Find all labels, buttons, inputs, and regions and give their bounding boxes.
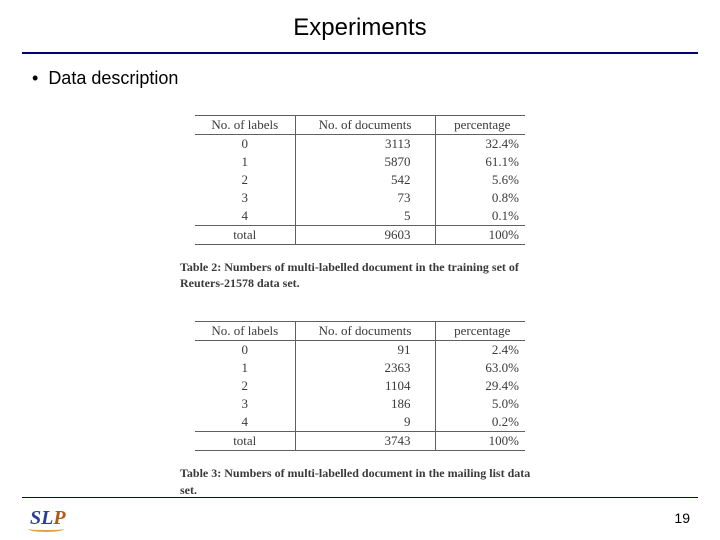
table-3-caption: Table 3: Numbers of multi-labelled docum… — [180, 465, 540, 497]
table-row: 2 542 5.6% — [195, 171, 525, 189]
bullet-dot: • — [32, 68, 38, 88]
slide-title: Experiments — [0, 0, 720, 52]
table-3: No. of labels No. of documents percentag… — [195, 321, 525, 451]
th-docs: No. of documents — [295, 116, 435, 135]
table-row: 4 9 0.2% — [195, 413, 525, 432]
table-row: 4 5 0.1% — [195, 207, 525, 226]
table-row: 0 3113 32.4% — [195, 135, 525, 154]
footer-divider — [22, 497, 698, 498]
th-labels: No. of labels — [195, 322, 295, 341]
logo-swoosh-icon — [28, 526, 64, 532]
table-total-row: total 3743 100% — [195, 432, 525, 451]
table-header-row: No. of labels No. of documents percentag… — [195, 322, 525, 341]
table-2: No. of labels No. of documents percentag… — [195, 115, 525, 245]
bullet-text: Data description — [48, 68, 178, 88]
th-pct: percentage — [435, 322, 525, 341]
th-pct: percentage — [435, 116, 525, 135]
table-row: 3 73 0.8% — [195, 189, 525, 207]
th-docs: No. of documents — [295, 322, 435, 341]
table-total-row: total 9603 100% — [195, 226, 525, 245]
table-3-block: No. of labels No. of documents percentag… — [180, 321, 540, 497]
page-number: 19 — [674, 510, 690, 526]
bullet-item: • Data description — [0, 68, 720, 89]
table-row: 0 91 2.4% — [195, 341, 525, 360]
table-row: 1 2363 63.0% — [195, 359, 525, 377]
tables-container: No. of labels No. of documents percentag… — [0, 115, 720, 498]
table-row: 3 186 5.0% — [195, 395, 525, 413]
table-2-block: No. of labels No. of documents percentag… — [180, 115, 540, 291]
th-labels: No. of labels — [195, 116, 295, 135]
title-divider — [22, 52, 698, 54]
table-row: 2 1104 29.4% — [195, 377, 525, 395]
table-row: 1 5870 61.1% — [195, 153, 525, 171]
table-header-row: No. of labels No. of documents percentag… — [195, 116, 525, 135]
table-2-caption: Table 2: Numbers of multi-labelled docum… — [180, 259, 540, 291]
